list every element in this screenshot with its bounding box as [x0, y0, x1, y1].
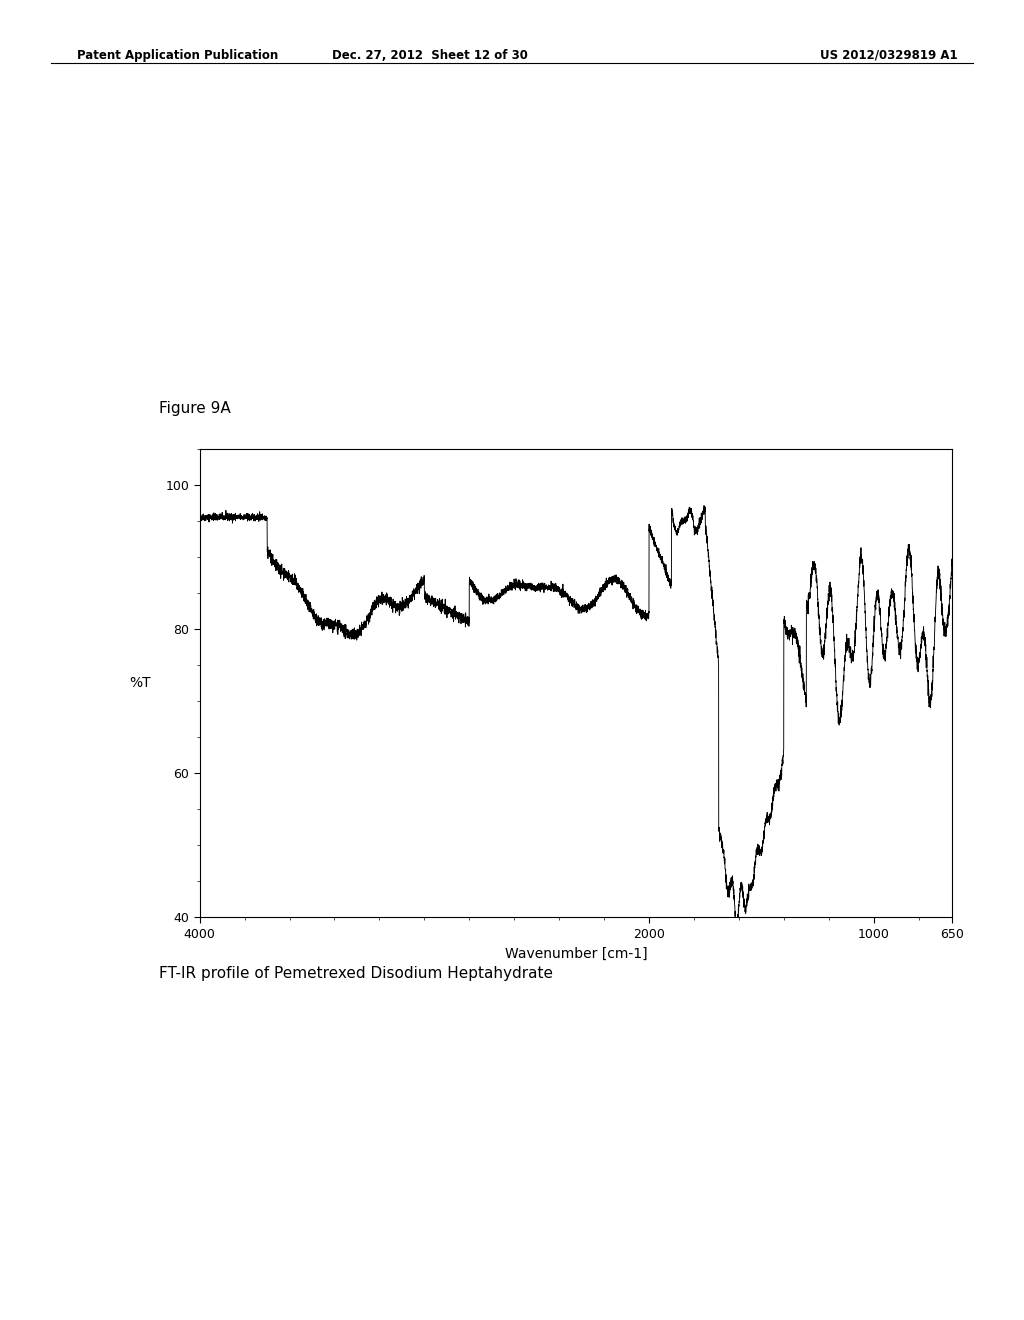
Text: Figure 9A: Figure 9A — [159, 401, 230, 416]
Text: Patent Application Publication: Patent Application Publication — [77, 49, 279, 62]
Y-axis label: %T: %T — [130, 676, 152, 690]
Text: FT-IR profile of Pemetrexed Disodium Heptahydrate: FT-IR profile of Pemetrexed Disodium Hep… — [159, 966, 553, 981]
Text: Dec. 27, 2012  Sheet 12 of 30: Dec. 27, 2012 Sheet 12 of 30 — [332, 49, 528, 62]
X-axis label: Wavenumber [cm-1]: Wavenumber [cm-1] — [505, 946, 647, 961]
Text: US 2012/0329819 A1: US 2012/0329819 A1 — [820, 49, 957, 62]
